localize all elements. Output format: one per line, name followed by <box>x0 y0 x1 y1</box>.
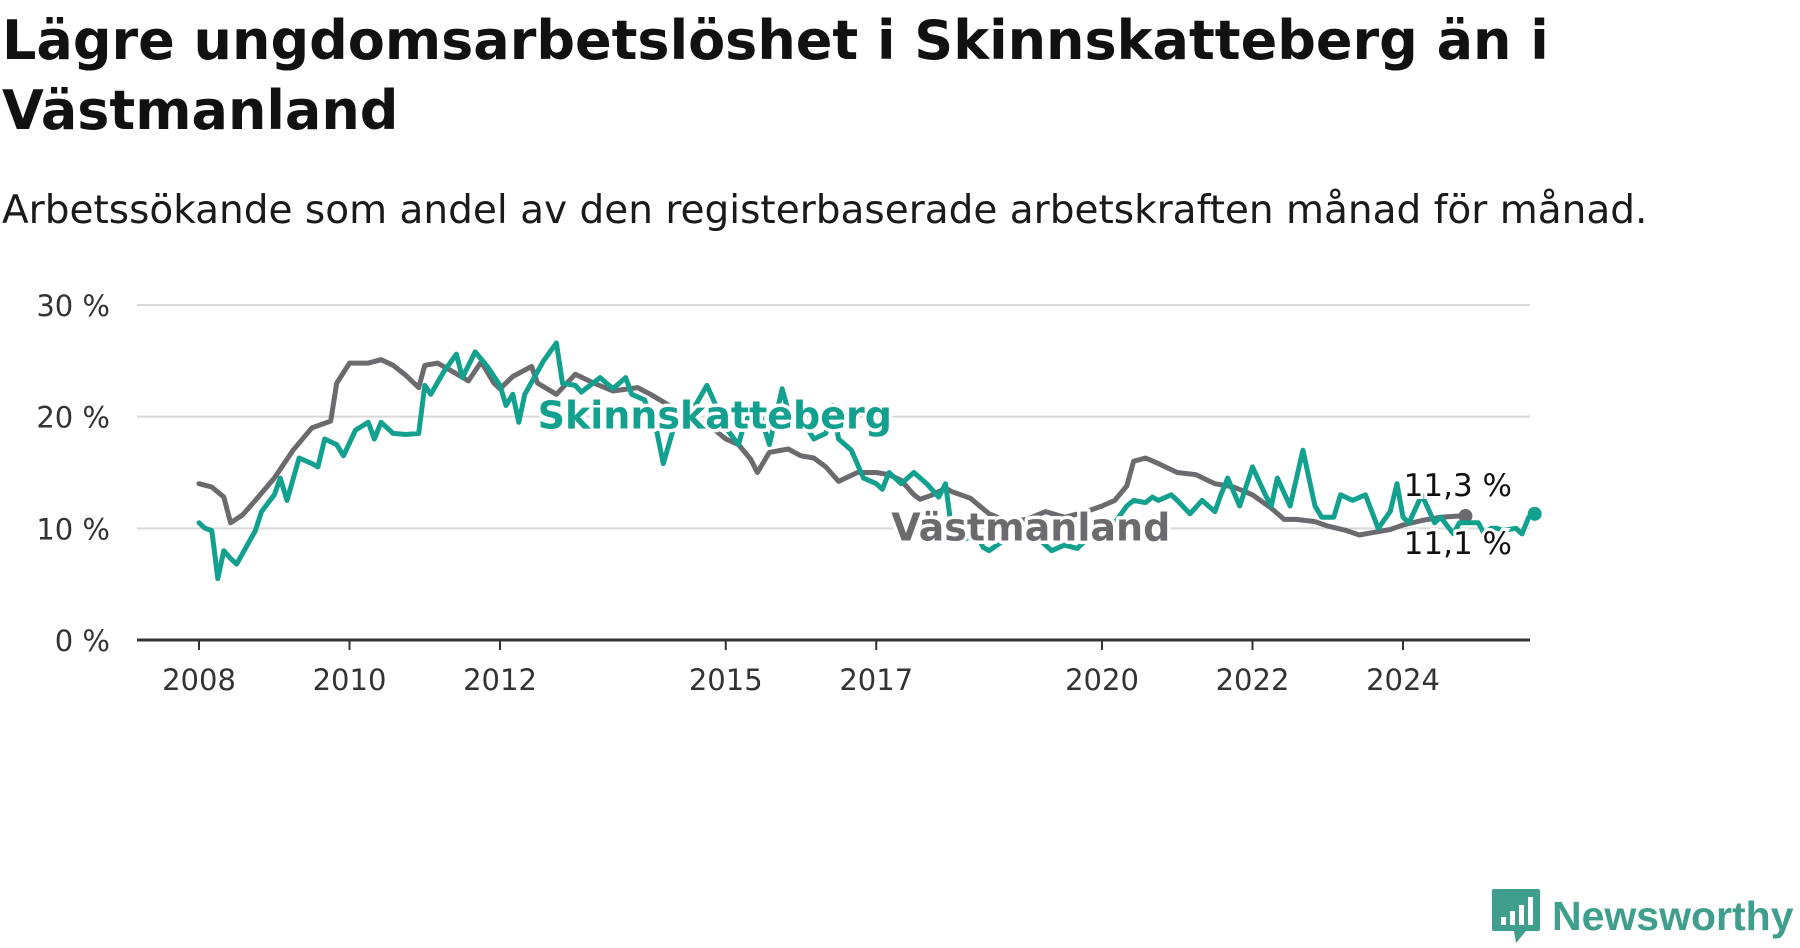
x-axis: 2008 2010 2012 2015 2017 2020 2022 2024 <box>137 638 1530 697</box>
x-tick-label: 2017 <box>839 663 913 697</box>
chart-title: Lägre ungdomsarbetslöshet i Skinnskatteb… <box>2 9 1549 142</box>
y-axis-ticks: 0 % 10 % 20 % 30 % <box>36 289 110 658</box>
series-line-västmanland <box>196 357 1468 538</box>
end-value-label: 11,1 % <box>1404 526 1512 562</box>
series-line-skinnskatteberg <box>196 340 1538 582</box>
y-tick-label: 20 % <box>36 401 110 435</box>
x-tick-label: 2012 <box>463 663 537 697</box>
newsworthy-logo[interactable]: Newsworthy <box>1490 888 1794 944</box>
x-tick-label: 2022 <box>1216 663 1290 697</box>
series-end-point <box>1527 506 1542 521</box>
x-tick-label: 2020 <box>1065 663 1139 697</box>
series-label: Västmanland <box>891 505 1170 549</box>
y-tick-label: 30 % <box>36 289 110 323</box>
x-tick-label: 2015 <box>689 663 763 697</box>
series-end-point <box>1458 509 1473 524</box>
end-value-label: 11,3 % <box>1404 468 1512 504</box>
series-labels: Skinnskatteberg Västmanland 11,1 % 11,3 % <box>534 390 1515 565</box>
y-tick-label: 0 % <box>55 624 110 658</box>
x-tick-label: 2024 <box>1366 663 1440 697</box>
chart-subtitle: Arbetssökande som andel av den registerb… <box>2 188 1648 233</box>
series-lines <box>196 340 1542 582</box>
newsworthy-logo-icon <box>1492 889 1540 943</box>
series-label: Skinnskatteberg <box>538 394 892 438</box>
y-tick-label: 10 % <box>36 512 110 546</box>
x-tick-label: 2008 <box>162 663 236 697</box>
newsworthy-logo-text: Newsworthy <box>1552 892 1794 939</box>
x-tick-label: 2010 <box>313 663 387 697</box>
